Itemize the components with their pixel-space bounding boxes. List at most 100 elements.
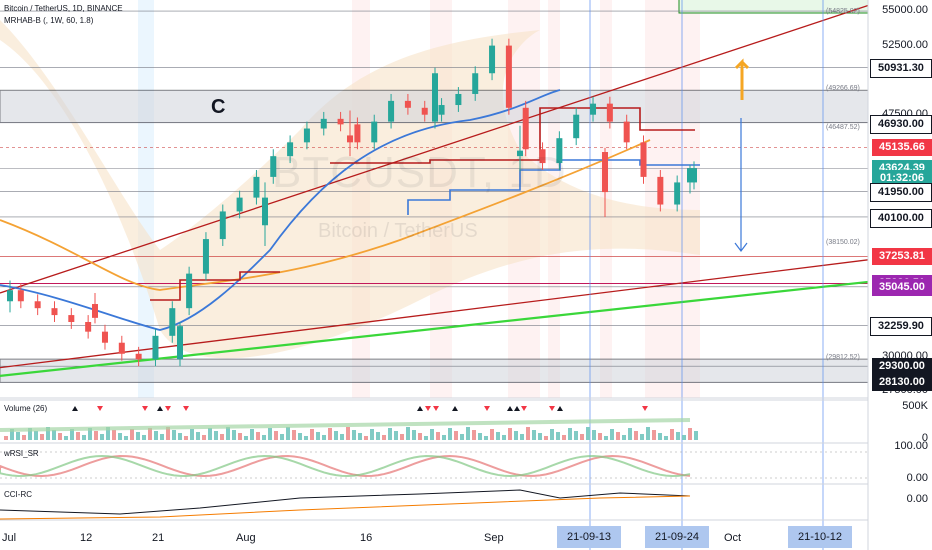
time-label-16: 16 (360, 532, 373, 544)
volume-bar-59 (358, 433, 362, 440)
volume-bar-19 (118, 433, 122, 440)
volume-bar-2 (16, 432, 20, 440)
volume-bar-100 (604, 436, 608, 440)
volume-bar-52 (316, 432, 320, 440)
time-label-oct: Oct (724, 532, 742, 544)
volume-bar-39 (238, 433, 242, 440)
volume-bar-51 (310, 429, 314, 440)
candle-body-f5 (85, 321, 92, 332)
volume-bar-50 (304, 436, 308, 440)
volume-bar-88 (532, 430, 536, 440)
wrsi-tick-100: 100.00 (894, 440, 928, 452)
green-trendline (0, 280, 869, 377)
price-tag-6: 40100.00 (870, 208, 932, 228)
small-price-label-3: (38150.02) (826, 238, 860, 246)
small-price-label-2: (46487.52) (826, 123, 860, 131)
candle-body-f32 (539, 149, 546, 164)
candle-body-f2 (34, 301, 41, 309)
volume-bar-49 (298, 433, 302, 440)
volume-bar-115 (694, 431, 698, 440)
signal-marker-5 (183, 406, 189, 411)
candle-body-f7 (118, 342, 125, 354)
bg-band-6 (645, 0, 700, 398)
volume-bar-74 (448, 428, 452, 440)
volume-bar-81 (490, 429, 494, 440)
volume-bar-70 (424, 436, 428, 440)
candle-body-4 (347, 135, 353, 143)
indicator-label: MRHAB-B (, 1W, 60, 1.8) (4, 16, 94, 25)
candle-body-f8 (135, 353, 142, 360)
candle-body-f15 (253, 176, 260, 198)
candle-body-2 (177, 326, 183, 360)
volume-bar-20 (124, 436, 128, 440)
candle-body-7 (602, 152, 608, 193)
price-tag-0: 50931.30 (870, 59, 932, 79)
candle-body-0 (7, 290, 13, 302)
volume-bar-76 (460, 434, 464, 440)
volume-bar-75 (454, 431, 458, 440)
date-tag-21-09-13: 21-09-13 (557, 526, 622, 548)
wrsi-label: wRSI_SR (4, 449, 39, 458)
volume-bar-27 (166, 427, 170, 440)
time-label-21: 21 (152, 532, 165, 544)
price-tag-7: 37253.81 (872, 248, 932, 266)
volume-bar-54 (328, 428, 332, 440)
volume-ma (0, 418, 691, 432)
candle-body-f33 (556, 138, 563, 164)
step-red (330, 107, 695, 164)
signal-marker-2 (142, 406, 148, 411)
cci-tick-0: 0.00 (906, 493, 928, 505)
candle-body-f19 (320, 118, 327, 129)
signal-marker-3 (157, 406, 163, 411)
volume-bar-94 (568, 428, 572, 440)
candle-body-f40 (674, 182, 681, 205)
candle-body-f1 (17, 290, 24, 302)
volume-bar-93 (562, 435, 566, 440)
volume-bar-53 (322, 435, 326, 440)
wrsi-line-red (0, 455, 691, 478)
candle-body-f11 (186, 273, 193, 309)
volume-bar-16 (100, 434, 104, 440)
volume-bar-57 (346, 427, 350, 440)
volume-bar-44 (268, 428, 272, 440)
volume-bar-8 (52, 430, 56, 440)
upper-trendline (0, 4, 869, 294)
volume-bar-72 (436, 432, 440, 440)
volume-tick-0: 0 (921, 432, 928, 444)
candle-body-f12 (202, 239, 209, 274)
small-price-label-1: (49266.69) (826, 85, 860, 93)
candle-body-f22 (371, 121, 378, 143)
candle-body-f38 (640, 142, 647, 177)
ma-orange (0, 139, 651, 291)
time-label-jul: Jul (2, 532, 17, 544)
cci-line (0, 489, 691, 515)
step-red-low (150, 271, 280, 301)
price-tag-4: 01:32:06 (872, 170, 932, 188)
volume-bar-10 (64, 436, 68, 440)
time-label-sep: Sep (484, 532, 504, 544)
lower-trendline (0, 259, 869, 369)
volume-bar-102 (616, 432, 620, 440)
volume-bar-97 (586, 427, 590, 440)
volume-bar-103 (622, 435, 626, 440)
volume-bar-29 (178, 433, 182, 440)
candle-body-f24 (404, 100, 411, 108)
candle-body-f17 (287, 142, 294, 157)
candle-body-f37 (623, 121, 630, 143)
candle-body-1 (92, 304, 98, 318)
volume-bar-48 (292, 430, 296, 440)
volume-bar-9 (58, 433, 62, 440)
candle-body-f39 (657, 176, 664, 205)
volume-bar-80 (484, 436, 488, 440)
volume-bar-83 (502, 435, 506, 440)
candle-body-f29 (489, 45, 496, 74)
signal-marker-11 (507, 406, 513, 411)
volume-bar-4 (28, 428, 32, 440)
volume-bar-22 (136, 432, 140, 440)
volume-bar-78 (472, 430, 476, 440)
candle-body-8 (687, 168, 693, 183)
candle-body-6 (517, 150, 523, 157)
chart-title: Bitcoin / TetherUS, 1D, BINANCE (4, 4, 123, 13)
